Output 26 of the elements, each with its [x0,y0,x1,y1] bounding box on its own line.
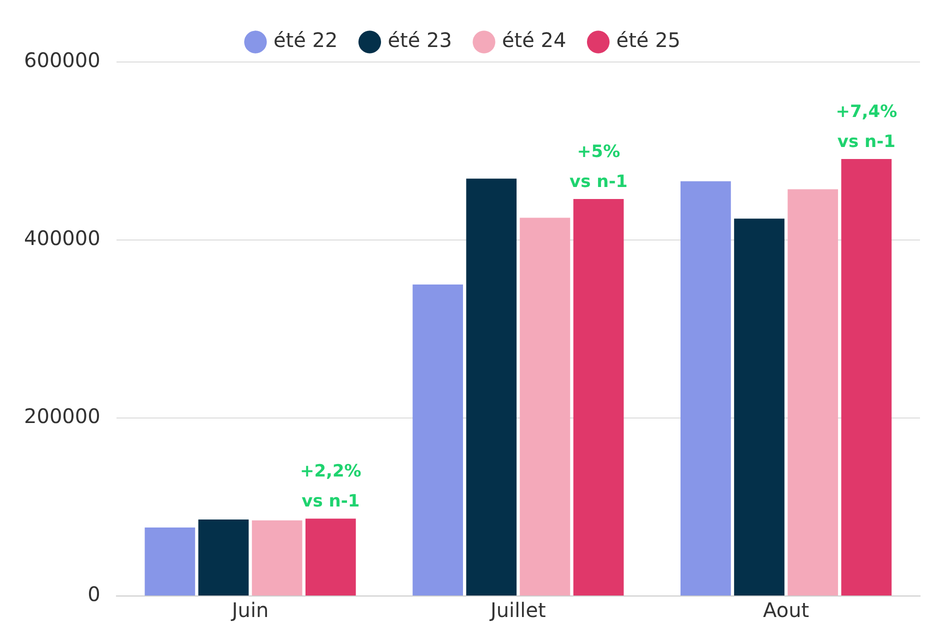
bar [520,218,570,596]
bar [412,284,463,596]
bar [734,218,784,596]
x-tick-label: Aout [763,598,810,622]
bar [252,520,302,596]
bar [788,189,838,596]
y-tick-label: 600000 [24,48,100,72]
legend-label: été 23 [388,28,452,52]
y-tick-label: 400000 [24,226,100,250]
annotation: +5% vs n-1 [569,142,628,192]
annotation: +7,4% vs n-1 [836,102,898,152]
x-tick-label: Juillet [488,598,546,622]
y-tick-label: 200000 [24,404,100,428]
y-tick-label: 0 [88,582,100,606]
bar [680,181,731,596]
bar [198,519,249,596]
legend-label: été 24 [502,28,566,52]
x-tick-label: Juin [230,598,269,622]
bar [841,159,892,596]
bar [305,518,356,596]
legend-label: été 22 [273,28,338,52]
annotation: +2,2% vs n-1 [300,461,362,512]
bar [466,178,517,596]
bar [144,527,196,596]
legend-label: été 25 [616,28,681,52]
bar [573,199,624,596]
